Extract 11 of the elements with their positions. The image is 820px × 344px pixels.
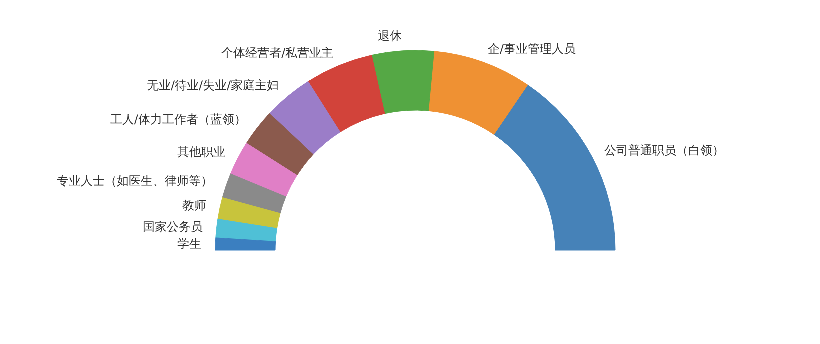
slice-label: 教师 — [182, 198, 206, 212]
slice-label: 公司普通职员（白领） — [604, 143, 725, 158]
slice-label: 个体经营者/私营业主 — [222, 46, 334, 60]
slice-label: 退休 — [378, 28, 402, 43]
slice-label: 企/事业管理人员 — [488, 42, 576, 56]
slice-label: 国家公务员 — [142, 220, 203, 234]
slice-label: 专业人士（如医生、律师等） — [57, 174, 214, 188]
slice-label: 无业/待业/失业/家庭主妇 — [146, 78, 280, 93]
slice-label: 学生 — [178, 236, 202, 251]
slice-label: 其他职业 — [178, 144, 226, 159]
slice-label: 工人/体力工作者（蓝领） — [110, 112, 246, 126]
